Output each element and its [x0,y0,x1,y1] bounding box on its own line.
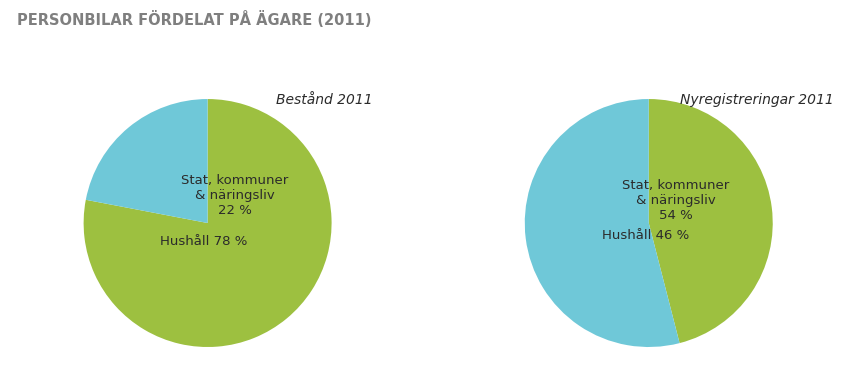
Text: Hushåll 46 %: Hushåll 46 % [602,229,689,242]
Text: PERSONBILAR FÖRDELAT PÅ ÄGARE (2011): PERSONBILAR FÖRDELAT PÅ ÄGARE (2011) [17,11,372,28]
Wedge shape [86,99,208,223]
Text: Stat, kommuner
& näringsliv
54 %: Stat, kommuner & näringsliv 54 % [623,179,730,222]
Text: Bestånd 2011: Bestånd 2011 [276,93,373,107]
Wedge shape [525,99,680,347]
Wedge shape [84,99,331,347]
Text: Hushåll 78 %: Hushåll 78 % [161,235,248,248]
Text: Nyregistreringar 2011: Nyregistreringar 2011 [680,93,834,107]
Text: Stat, kommuner
& näringsliv
22 %: Stat, kommuner & näringsliv 22 % [182,174,289,217]
Wedge shape [649,99,772,343]
